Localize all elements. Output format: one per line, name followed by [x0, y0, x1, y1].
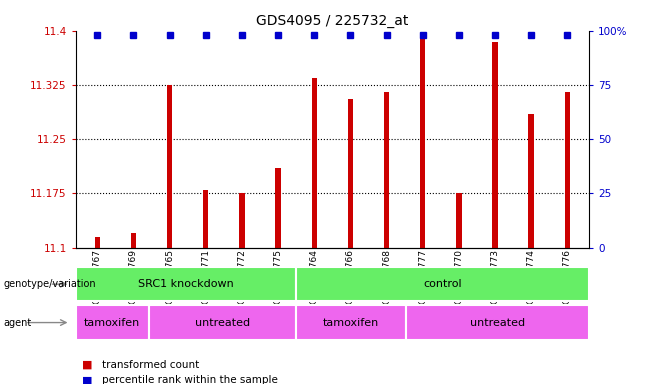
- Text: agent: agent: [3, 318, 32, 328]
- Text: tamoxifen: tamoxifen: [322, 318, 379, 328]
- Text: control: control: [423, 279, 461, 289]
- Text: SRC1 knockdown: SRC1 knockdown: [138, 279, 234, 289]
- Bar: [311, 78, 317, 248]
- Text: tamoxifen: tamoxifen: [84, 318, 140, 328]
- Text: transformed count: transformed count: [102, 360, 199, 370]
- Text: ■: ■: [82, 360, 93, 370]
- Text: untreated: untreated: [470, 318, 525, 328]
- Bar: [528, 114, 534, 248]
- Bar: [167, 85, 172, 248]
- Bar: [95, 237, 100, 248]
- Bar: [203, 190, 209, 248]
- Bar: [420, 34, 425, 248]
- Bar: [275, 168, 281, 248]
- Bar: [456, 194, 461, 248]
- Bar: [240, 194, 245, 248]
- Title: GDS4095 / 225732_at: GDS4095 / 225732_at: [256, 14, 409, 28]
- Bar: [565, 92, 570, 248]
- Bar: [492, 41, 497, 248]
- Bar: [384, 92, 390, 248]
- Text: percentile rank within the sample: percentile rank within the sample: [102, 375, 278, 384]
- Text: ■: ■: [82, 375, 93, 384]
- Text: genotype/variation: genotype/variation: [3, 279, 96, 289]
- Bar: [347, 99, 353, 248]
- Bar: [131, 233, 136, 248]
- Text: untreated: untreated: [195, 318, 250, 328]
